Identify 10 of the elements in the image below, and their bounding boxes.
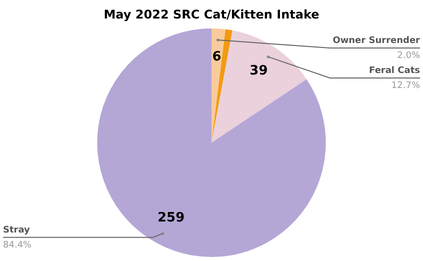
- data-label: 259: [157, 210, 185, 226]
- slice-label: Feral Cats: [369, 66, 420, 76]
- data-label: 6: [212, 50, 222, 65]
- text: 12.7%: [391, 80, 420, 91]
- slice-label: Stray: [3, 225, 30, 236]
- slice-label: Owner Surrender: [332, 36, 421, 46]
- text: 84.4%: [3, 240, 32, 250]
- data-label: 39: [250, 64, 268, 79]
- text: 2.0%: [397, 50, 420, 61]
- chart-title: May 2022 SRC Cat/Kitten Intake: [104, 7, 320, 22]
